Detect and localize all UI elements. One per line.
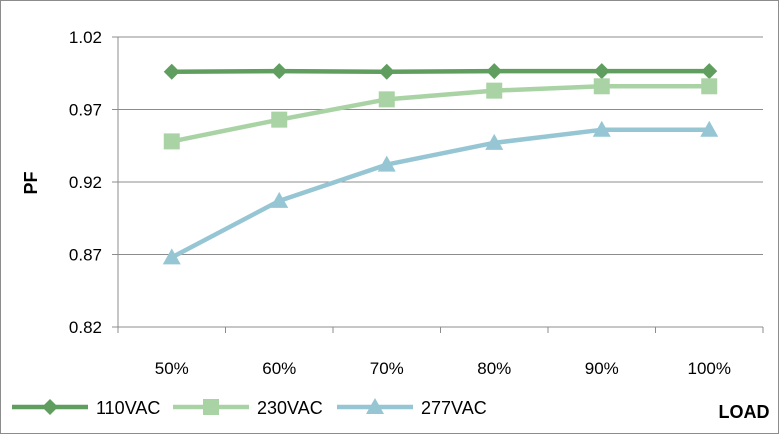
marker-230VAC-50% (163, 133, 180, 150)
series-277VAC (162, 120, 719, 265)
marker-277VAC-80% (485, 133, 504, 150)
legend-marker-110VAC (42, 399, 58, 415)
legend: 110VAC 230VAC 277VAC (12, 398, 487, 418)
marker-110VAC-50% (163, 63, 180, 80)
legend-item-230VAC: 230VAC (173, 398, 323, 418)
marker-277VAC-60% (270, 191, 289, 208)
y-tick-label-1.02: 1.02 (69, 28, 102, 47)
marker-230VAC-60% (271, 111, 288, 128)
series-lines (162, 63, 719, 265)
y-tick-labels: 0.82 0.87 0.92 0.97 1.02 (69, 28, 102, 337)
marker-277VAC-100% (700, 120, 719, 137)
x-tick-label-60%: 60% (262, 359, 296, 378)
x-axis-title: LOAD (719, 402, 770, 422)
series-230VAC (163, 78, 718, 150)
legend-marker-277VAC (366, 398, 384, 414)
line-277VAC (170, 127, 710, 260)
legend-item-110VAC: 110VAC (12, 398, 160, 418)
marker-230VAC-90% (593, 78, 610, 95)
series-110VAC (163, 63, 718, 80)
marker-110VAC-100% (701, 63, 718, 80)
legend-marker-230VAC (203, 399, 219, 415)
x-tick-label-70%: 70% (370, 359, 404, 378)
marker-230VAC-70% (378, 91, 395, 108)
legend-label-110VAC: 110VAC (96, 398, 160, 418)
y-tick-label-0.97: 0.97 (69, 101, 102, 120)
y-axis-title: PF (21, 171, 41, 194)
y-tick-label-0.82: 0.82 (69, 318, 102, 337)
grid-lines (118, 36, 763, 328)
marker-110VAC-70% (378, 63, 395, 80)
legend-label-277VAC: 277VAC (421, 398, 487, 418)
x-tick-label-80%: 80% (477, 359, 511, 378)
y-tick-label-0.92: 0.92 (69, 173, 102, 192)
legend-label-230VAC: 230VAC (257, 398, 323, 418)
x-tick-label-50%: 50% (155, 359, 189, 378)
marker-230VAC-80% (486, 82, 503, 99)
line-230VAC (171, 84, 710, 144)
marker-110VAC-60% (271, 63, 288, 80)
line-110VAC (171, 68, 710, 75)
marker-277VAC-70% (377, 155, 396, 172)
marker-230VAC-100% (701, 78, 718, 95)
y-tick-label-0.87: 0.87 (69, 246, 102, 265)
x-tick-label-90%: 90% (585, 359, 619, 378)
marker-277VAC-50% (162, 248, 181, 265)
marker-110VAC-80% (486, 63, 503, 80)
marker-277VAC-90% (592, 120, 611, 137)
x-tick-label-100%: 100% (688, 359, 731, 378)
x-tick-labels: 50% 60% 70% 80% 90% 100% (155, 359, 731, 378)
marker-110VAC-90% (593, 63, 610, 80)
legend-item-277VAC: 277VAC (337, 398, 487, 418)
axes (112, 36, 764, 333)
